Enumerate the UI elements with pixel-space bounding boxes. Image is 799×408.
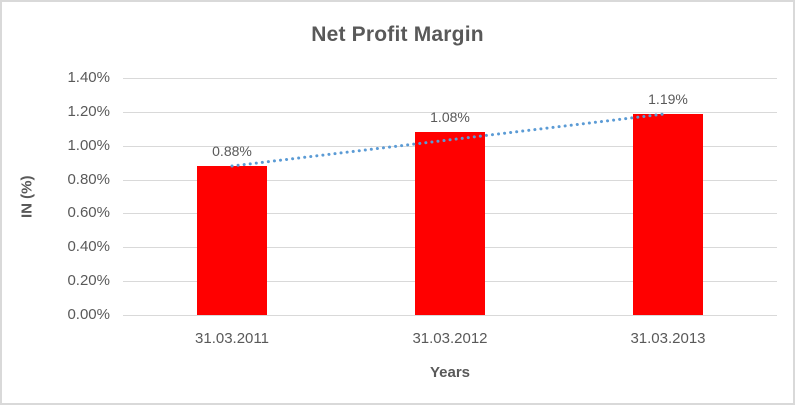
y-tick-label: 1.40% (67, 69, 110, 86)
y-tick-label: 0.80% (67, 170, 110, 188)
chart-title: Net Profit Margin (311, 23, 484, 46)
y-tick-label: 1.00% (67, 136, 110, 154)
trendline (230, 112, 670, 168)
bar-data-label: 0.88% (212, 143, 252, 160)
x-axis-title: Years (429, 364, 471, 381)
gridline (123, 111, 777, 113)
y-tick-label: 1.20% (67, 102, 110, 120)
bar-data-label: 1.08% (430, 109, 470, 126)
y-tick-label: 0.00% (67, 306, 110, 323)
bar (197, 166, 267, 315)
bar (633, 113, 703, 315)
bar-data-label: 1.19% (648, 90, 688, 107)
x-category-label: 31.03.2013 (630, 330, 706, 347)
gridline (123, 315, 777, 316)
x-category-label: 31.03.2012 (412, 330, 488, 347)
bar (415, 132, 485, 315)
x-category-label: 31.03.2011 (195, 330, 269, 347)
y-tick-label: 0.40% (67, 238, 110, 256)
gridline (123, 78, 777, 79)
y-tick-label: 0.20% (67, 272, 110, 290)
plot-area (123, 78, 777, 316)
y-tick-label: 0.60% (67, 204, 110, 222)
